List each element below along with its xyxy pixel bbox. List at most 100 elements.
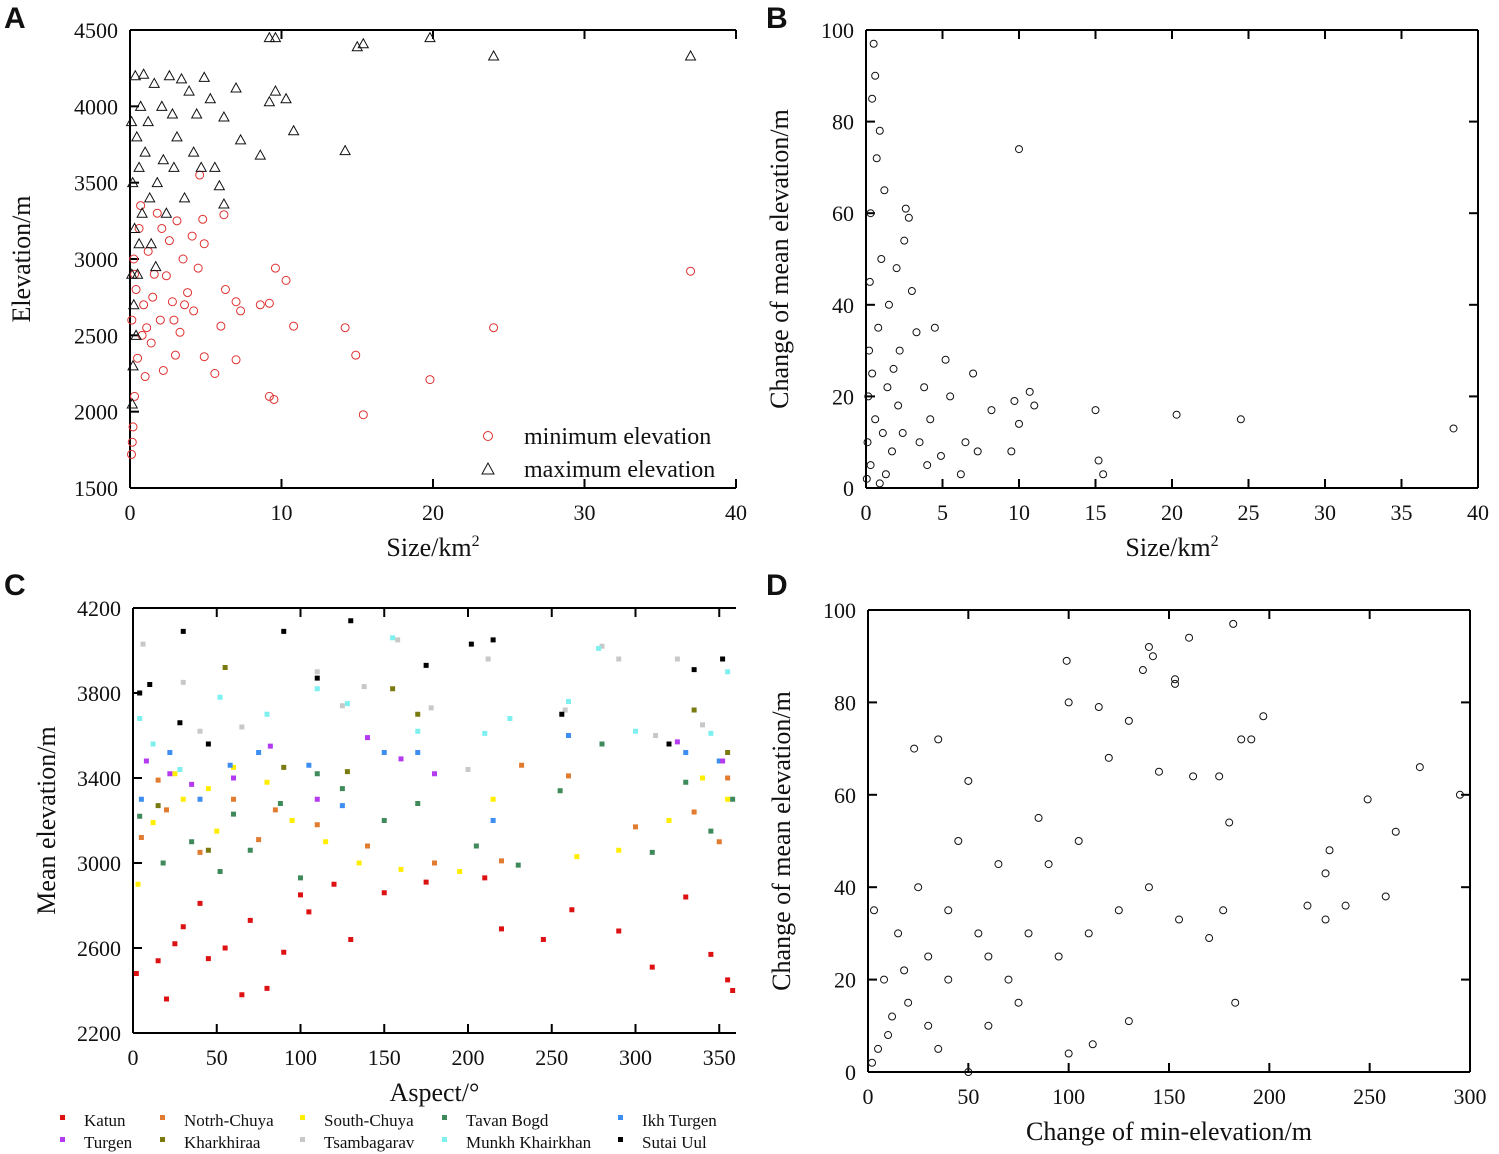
data-point xyxy=(1236,415,1245,424)
data-point xyxy=(649,849,655,855)
legend-label: minimum elevation xyxy=(524,424,711,450)
legend-marker xyxy=(442,1115,447,1120)
data-point xyxy=(133,161,145,172)
legend-label: Ikh Turgen xyxy=(642,1111,717,1130)
data-point xyxy=(569,907,575,913)
data-point xyxy=(167,750,173,755)
data-point xyxy=(219,210,229,220)
data-point xyxy=(920,383,929,392)
data-point xyxy=(1247,735,1256,744)
x-axis-label: Size/km2 xyxy=(386,533,479,562)
data-point xyxy=(674,656,680,662)
data-point xyxy=(1007,447,1016,456)
data-point xyxy=(127,437,137,447)
data-point xyxy=(487,49,500,61)
data-point xyxy=(432,860,437,866)
data-point xyxy=(256,750,262,755)
data-point xyxy=(904,998,913,1007)
panel-label: C xyxy=(4,569,26,602)
x-axis-label-superscript: 2 xyxy=(472,533,480,550)
data-point xyxy=(381,818,387,823)
data-point xyxy=(197,849,203,855)
data-point xyxy=(1091,406,1100,415)
data-point xyxy=(287,124,300,136)
data-point xyxy=(616,928,622,934)
legend-marker-circle xyxy=(483,431,493,441)
data-point xyxy=(666,818,672,823)
data-point xyxy=(1054,952,1063,961)
y-tick-label: 2000 xyxy=(74,400,118,425)
data-point xyxy=(239,992,245,998)
data-point xyxy=(180,796,186,802)
legend-marker xyxy=(618,1137,623,1142)
data-point xyxy=(148,292,158,302)
data-point xyxy=(910,744,919,753)
data-point xyxy=(130,391,140,401)
data-point xyxy=(231,811,236,817)
x-tick-label: 100 xyxy=(284,1045,317,1070)
data-point xyxy=(888,1012,897,1021)
series-notrh-chuya xyxy=(138,762,731,866)
data-point xyxy=(314,822,320,828)
data-point xyxy=(941,355,950,364)
data-point xyxy=(365,735,370,741)
data-point xyxy=(1175,915,1184,924)
data-point xyxy=(247,847,253,853)
data-point xyxy=(877,255,886,263)
data-point xyxy=(924,952,933,961)
data-point xyxy=(127,298,140,310)
data-point xyxy=(269,85,282,96)
data-point xyxy=(163,69,176,81)
data-point xyxy=(281,275,291,285)
data-point xyxy=(716,758,722,764)
data-point xyxy=(1124,716,1133,725)
data-point xyxy=(263,95,276,107)
x-tick-label: 30 xyxy=(574,500,596,525)
data-point xyxy=(205,741,211,747)
data-point xyxy=(164,807,169,813)
data-point xyxy=(868,94,877,103)
data-point xyxy=(137,813,143,819)
data-point xyxy=(1148,652,1157,661)
data-point xyxy=(984,1021,993,1030)
data-point xyxy=(264,391,274,401)
data-point xyxy=(894,929,903,938)
y-tick-label: 3800 xyxy=(77,681,121,706)
legend-label: Tavan Bogd xyxy=(466,1111,549,1130)
legend-marker xyxy=(60,1137,65,1142)
x-tick-label: 150 xyxy=(1153,1084,1186,1109)
data-point xyxy=(189,781,195,787)
data-point xyxy=(289,818,295,823)
series-minimum-elevation xyxy=(127,170,696,459)
legend-label: Tsambagarav xyxy=(324,1133,415,1152)
data-point xyxy=(398,756,404,762)
y-tick-label: 4200 xyxy=(77,596,121,621)
x-tick-label: 20 xyxy=(422,500,444,525)
y-tick-label: 100 xyxy=(823,598,856,623)
data-point xyxy=(171,130,183,142)
data-point xyxy=(870,906,879,915)
data-point xyxy=(178,191,191,203)
data-point xyxy=(424,31,436,43)
data-point xyxy=(264,985,270,991)
data-point xyxy=(1062,656,1071,665)
data-point xyxy=(183,288,193,298)
data-point xyxy=(323,839,329,845)
data-point xyxy=(264,298,274,308)
data-point xyxy=(892,264,901,273)
data-point xyxy=(649,964,655,970)
data-point xyxy=(934,1044,943,1053)
data-point xyxy=(482,730,488,736)
legend-marker xyxy=(300,1137,305,1142)
data-point xyxy=(473,843,479,849)
y-tick-label: 2600 xyxy=(77,936,121,961)
data-point xyxy=(128,422,138,432)
data-point xyxy=(725,977,731,983)
data-point xyxy=(357,37,370,49)
data-point xyxy=(914,883,923,892)
data-point xyxy=(339,803,345,809)
data-point xyxy=(231,796,236,802)
data-point xyxy=(994,860,1003,869)
data-point xyxy=(267,743,273,749)
data-point xyxy=(1215,772,1224,781)
